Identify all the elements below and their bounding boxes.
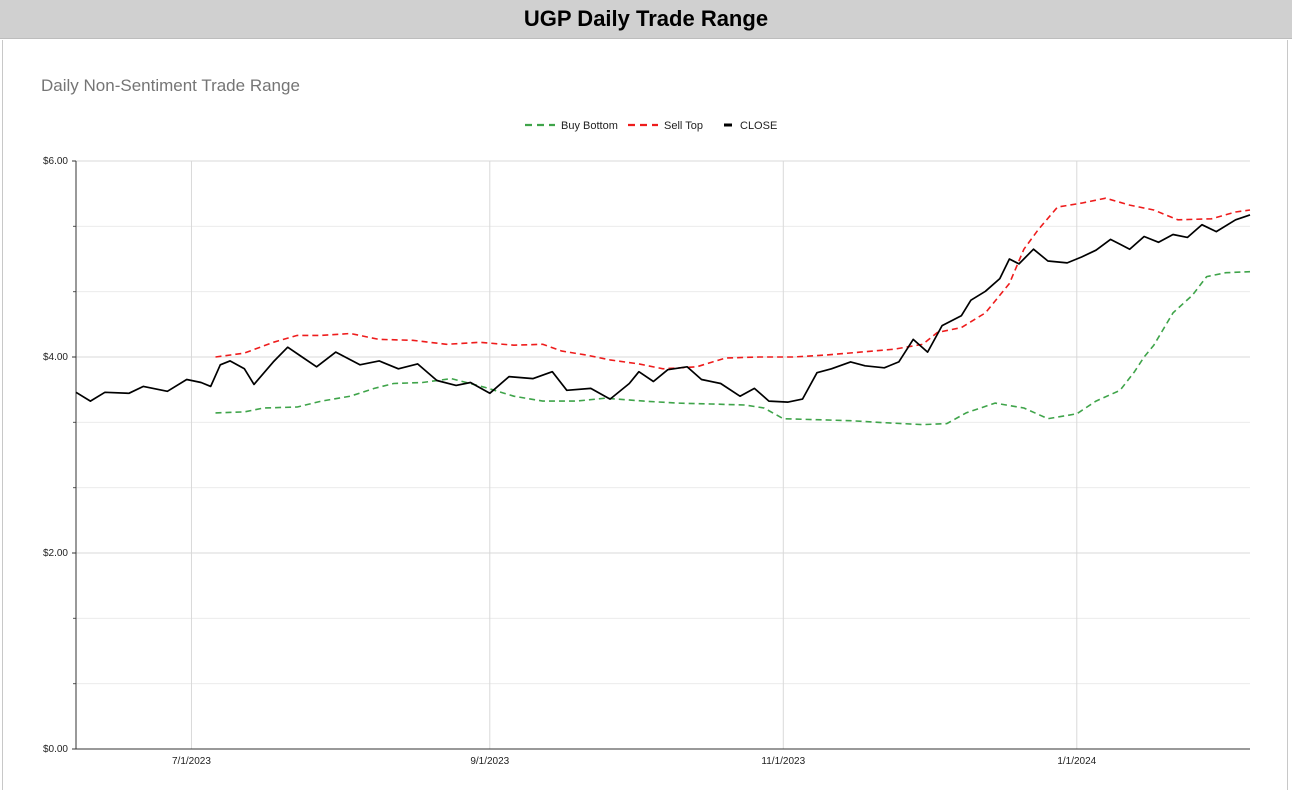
legend-item: CLOSE	[724, 120, 777, 132]
x-tick-label: 9/1/2023	[470, 756, 509, 767]
x-tick-label: 11/1/2023	[761, 756, 805, 767]
legend-item: Buy Bottom	[525, 120, 618, 132]
grid	[76, 160, 1250, 750]
legend-item: Sell Top	[628, 120, 703, 132]
series-line-sell-top	[215, 197, 1251, 370]
axes: $0.00 $2.00 $4.00 $6.00 7/1/2023 9/1/2023 11/1…	[43, 156, 1250, 767]
series-line-buy-bottom	[215, 270, 1251, 426]
series-group	[75, 197, 1251, 426]
line-chart: Daily Non-Sentiment Trade Range Buy Bott…	[41, 76, 1251, 767]
y-tick-label: $6.00	[43, 156, 68, 167]
chart-panel: Daily Non-Sentiment Trade Range Buy Bott…	[2, 40, 1288, 790]
legend-label: CLOSE	[740, 120, 777, 132]
legend: Buy Bottom Sell Top CLOSE	[525, 120, 777, 132]
y-tick-label: $2.00	[43, 548, 68, 559]
legend-label: Buy Bottom	[561, 120, 618, 132]
legend-label: Sell Top	[664, 120, 703, 132]
series-line-close	[75, 214, 1251, 403]
y-tick-label: $4.00	[43, 352, 68, 363]
page-title: UGP Daily Trade Range	[523, 6, 769, 31]
x-tick-label: 1/1/2024	[1057, 756, 1096, 767]
chart-title: Daily Non-Sentiment Trade Range	[41, 76, 300, 95]
y-tick-label: $0.00	[43, 744, 68, 755]
title-bar: UGP Daily Trade Range	[0, 0, 1292, 39]
x-tick-label: 7/1/2023	[172, 756, 211, 767]
